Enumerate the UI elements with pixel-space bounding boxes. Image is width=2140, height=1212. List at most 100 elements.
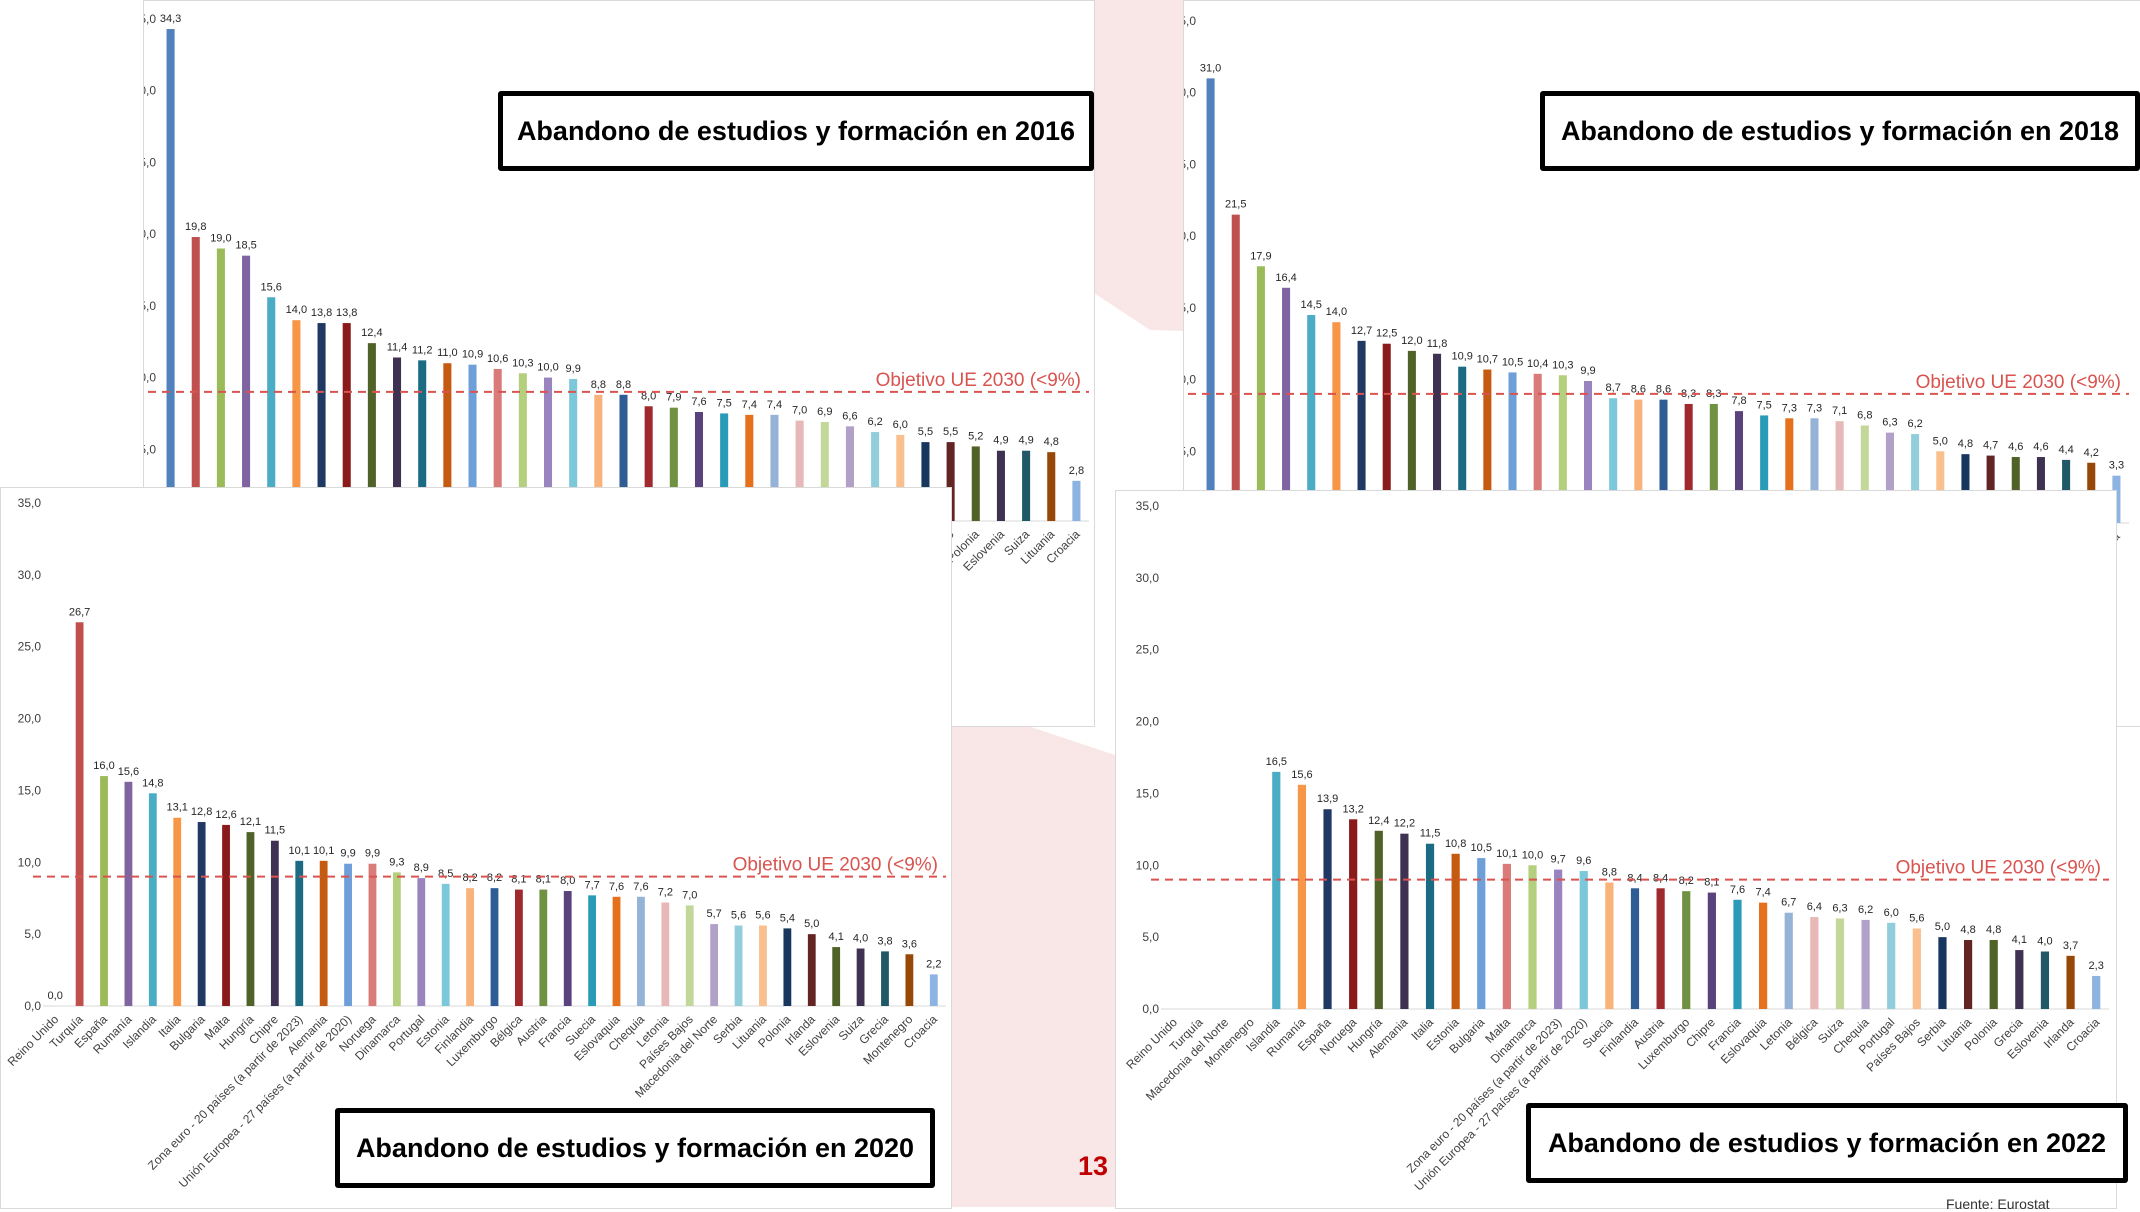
bar-2020: [75, 622, 84, 1006]
chart-title-2020: Abandono de estudios y formación en 2020: [335, 1108, 935, 1188]
bar-2020: [807, 934, 816, 1006]
bar-2016: [191, 237, 200, 522]
bar-2016: [921, 442, 930, 521]
value-label-2020: 5,4: [780, 912, 795, 924]
y-tick-label-2022: 25,0: [1136, 643, 1160, 657]
bar-2022: [1656, 888, 1665, 1009]
value-label-2016: 8,8: [591, 379, 606, 391]
bar-2018: [1659, 399, 1668, 523]
bar-2018: [1785, 418, 1794, 523]
bar-2020: [466, 888, 474, 1006]
bar-2020: [295, 860, 304, 1006]
value-label-2020: 9,3: [389, 856, 404, 868]
value-label-2022: 8,1: [1704, 877, 1719, 889]
bar-2016: [1047, 452, 1056, 521]
value-label-2018: 10,3: [1552, 359, 1573, 371]
bar-2020: [148, 793, 157, 1006]
value-label-2018: 7,3: [1782, 402, 1797, 414]
y-tick-label-2018: 35,0: [1184, 14, 1196, 28]
bar-2018: [1357, 340, 1366, 523]
value-label-2018: 4,6: [2008, 441, 2023, 453]
value-label-2022: 12,2: [1394, 818, 1415, 830]
value-label-2020: 0,0: [48, 990, 63, 1002]
target-label-2016: Objetivo UE 2030 (<9%): [876, 370, 1081, 391]
bar-2016: [619, 394, 628, 521]
bar-2016: [166, 29, 175, 521]
bar-2016: [795, 420, 804, 521]
value-label-2022: 4,0: [2037, 936, 2052, 948]
value-label-2022: 6,4: [1807, 901, 1822, 913]
value-label-2020: 7,7: [584, 879, 599, 891]
bar-2018: [1961, 454, 1970, 523]
bar-2020: [905, 954, 914, 1006]
value-label-2020: 14,8: [142, 777, 163, 789]
bar-2022: [1374, 830, 1383, 1009]
bar-2016: [317, 323, 326, 521]
value-label-2018: 7,1: [1832, 405, 1847, 417]
value-label-2020: 7,6: [609, 881, 624, 893]
bar-2022: [1835, 918, 1845, 1009]
bar-2018: [1483, 369, 1492, 523]
value-label-2016: 10,9: [462, 349, 483, 361]
y-tick-label-2020: 0,0: [24, 999, 41, 1013]
bar-2018: [1936, 451, 1945, 523]
value-label-2016: 6,9: [817, 406, 832, 418]
bar-2016: [694, 411, 704, 521]
bar-2022: [1477, 858, 1486, 1009]
y-tick-label-2016: 25,0: [144, 155, 156, 169]
value-label-2020: 9,9: [340, 848, 355, 860]
bar-2020: [392, 872, 401, 1006]
y-tick-label-2022: 35,0: [1136, 499, 1160, 513]
value-label-2016: 4,9: [993, 435, 1008, 447]
y-tick-label-2018: 20,0: [1184, 229, 1196, 243]
value-label-2020: 8,9: [414, 862, 429, 874]
value-label-2020: 3,6: [902, 938, 917, 950]
bar-2016: [468, 364, 477, 521]
bar-2018: [1231, 214, 1240, 523]
bar-2022: [2040, 951, 2050, 1009]
value-label-2016: 15,6: [261, 281, 282, 293]
bar-2022: [1323, 809, 1332, 1009]
value-label-2020: 15,6: [118, 766, 139, 778]
bar-2016: [644, 406, 653, 521]
value-label-2016: 10,3: [512, 357, 533, 369]
value-label-2022: 6,2: [1858, 904, 1873, 916]
bar-2020: [539, 889, 548, 1006]
bar-2020: [832, 947, 841, 1006]
value-label-2020: 5,0: [804, 918, 819, 930]
bar-2020: [173, 817, 182, 1006]
value-label-2020: 2,2: [926, 958, 941, 970]
bar-2018: [1810, 418, 1819, 523]
bar-2022: [1887, 922, 1896, 1009]
value-label-2016: 11,2: [412, 344, 433, 356]
bar-2016: [1022, 450, 1031, 521]
bar-2018: [1407, 350, 1416, 523]
value-label-2020: 16,0: [93, 760, 114, 772]
category-label-2020: Unión Europea - 27 países (a partir de 2…: [176, 1012, 354, 1190]
bar-2022: [2066, 955, 2075, 1009]
value-label-2018: 9,9: [1580, 365, 1595, 377]
chart-title-2018: Abandono de estudios y formación en 2018: [1540, 91, 2140, 171]
value-label-2018: 12,0: [1401, 335, 1422, 347]
value-label-2022: 6,3: [1832, 902, 1847, 914]
y-tick-label-2022: 0,0: [1142, 1002, 1159, 1016]
bar-2018: [1307, 315, 1316, 523]
y-tick-label-2018: 5,0: [1184, 444, 1196, 458]
value-label-2022: 8,8: [1602, 867, 1617, 879]
target-label-2018: Objetivo UE 2030 (<9%): [1916, 372, 2121, 393]
bar-2020: [344, 863, 352, 1006]
y-tick-label-2022: 10,0: [1136, 858, 1160, 872]
value-label-2022: 11,5: [1420, 828, 1441, 840]
bar-2020: [319, 860, 328, 1006]
bar-2020: [490, 888, 499, 1006]
value-label-2018: 12,7: [1351, 325, 1372, 337]
bar-2016: [745, 414, 754, 521]
value-label-2018: 14,0: [1326, 306, 1347, 318]
value-label-2018: 4,2: [2084, 447, 2099, 459]
bar-2020: [588, 895, 597, 1006]
bar-2018: [1986, 455, 1995, 523]
bar-2022: [1400, 833, 1409, 1009]
bar-2016: [393, 357, 402, 521]
y-tick-label-2020: 10,0: [18, 855, 42, 869]
value-label-2018: 12,5: [1376, 328, 1397, 340]
